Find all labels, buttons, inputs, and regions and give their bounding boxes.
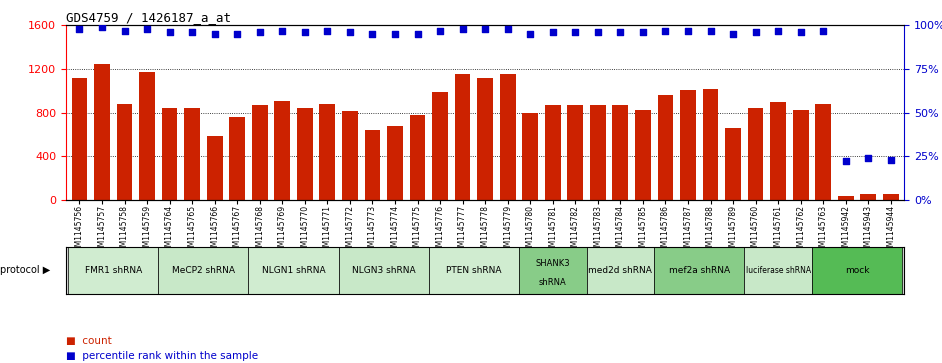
Point xyxy=(838,158,853,164)
Bar xyxy=(72,78,88,200)
Point xyxy=(185,29,200,35)
Bar xyxy=(815,104,831,200)
Text: FMR1 shRNA: FMR1 shRNA xyxy=(85,266,142,275)
Bar xyxy=(519,247,587,294)
Bar xyxy=(252,105,268,200)
Bar xyxy=(725,128,741,200)
Point xyxy=(365,31,380,37)
Point xyxy=(500,26,515,32)
Point xyxy=(139,26,154,32)
Bar xyxy=(748,108,763,200)
Bar xyxy=(837,196,853,200)
Bar xyxy=(703,89,719,200)
Bar xyxy=(297,108,313,200)
Bar xyxy=(544,105,560,200)
Bar xyxy=(500,74,515,200)
Point xyxy=(252,29,268,35)
Point xyxy=(613,29,628,35)
Bar xyxy=(207,136,222,200)
Point xyxy=(635,29,650,35)
Point xyxy=(523,31,538,37)
Bar xyxy=(658,95,674,200)
Bar xyxy=(860,194,876,200)
Bar xyxy=(635,110,651,200)
Bar xyxy=(319,104,335,200)
Text: ■  percentile rank within the sample: ■ percentile rank within the sample xyxy=(66,351,258,361)
Point xyxy=(793,29,808,35)
Bar xyxy=(68,247,158,294)
Bar xyxy=(587,247,654,294)
Bar xyxy=(185,107,200,200)
Bar xyxy=(117,104,133,200)
Text: shRNA: shRNA xyxy=(539,278,567,287)
Text: mef2a shRNA: mef2a shRNA xyxy=(669,266,730,275)
Text: mock: mock xyxy=(845,266,869,275)
Bar xyxy=(94,64,110,200)
Bar xyxy=(522,113,538,200)
Text: PTEN shRNA: PTEN shRNA xyxy=(447,266,501,275)
Bar xyxy=(274,101,290,200)
Point xyxy=(117,28,132,33)
Point xyxy=(545,29,560,35)
Bar xyxy=(387,126,403,200)
Bar xyxy=(229,117,245,200)
Point xyxy=(658,28,673,33)
Point xyxy=(342,29,357,35)
Point xyxy=(725,31,740,37)
Text: med2d shRNA: med2d shRNA xyxy=(589,266,652,275)
Point xyxy=(455,26,470,32)
Point xyxy=(748,29,763,35)
Point xyxy=(207,31,222,37)
Point xyxy=(275,28,290,33)
Point xyxy=(703,28,718,33)
Point xyxy=(591,29,606,35)
Point xyxy=(432,28,447,33)
Text: SHANK3: SHANK3 xyxy=(535,259,570,268)
Bar xyxy=(793,110,808,200)
Text: GDS4759 / 1426187_a_at: GDS4759 / 1426187_a_at xyxy=(66,11,231,24)
Bar xyxy=(162,107,177,200)
Bar xyxy=(139,72,155,200)
Bar xyxy=(432,92,448,200)
Bar xyxy=(455,74,470,200)
Bar xyxy=(680,90,696,200)
Bar xyxy=(654,247,744,294)
Point xyxy=(298,29,313,35)
Point xyxy=(884,157,899,163)
Bar xyxy=(771,102,786,200)
Point xyxy=(410,31,425,37)
Point xyxy=(816,28,831,33)
Bar xyxy=(249,247,338,294)
Point xyxy=(320,28,335,33)
Bar xyxy=(567,105,583,200)
Bar xyxy=(478,78,493,200)
Point xyxy=(387,31,402,37)
Point xyxy=(478,26,493,32)
Point xyxy=(72,26,87,32)
Text: luciferase shRNA: luciferase shRNA xyxy=(745,266,811,275)
Text: MeCP2 shRNA: MeCP2 shRNA xyxy=(172,266,235,275)
Text: protocol ▶: protocol ▶ xyxy=(0,265,50,276)
Point xyxy=(771,28,786,33)
Text: NLGN3 shRNA: NLGN3 shRNA xyxy=(352,266,415,275)
Bar xyxy=(342,111,358,200)
Bar xyxy=(338,247,429,294)
Bar xyxy=(590,105,606,200)
Bar xyxy=(429,247,519,294)
Bar xyxy=(365,130,381,200)
Point xyxy=(162,29,177,35)
Text: ■  count: ■ count xyxy=(66,336,112,346)
Point xyxy=(94,24,109,30)
Point xyxy=(861,155,876,161)
Point xyxy=(230,31,245,37)
Text: NLGN1 shRNA: NLGN1 shRNA xyxy=(262,266,325,275)
Point xyxy=(680,28,695,33)
Bar xyxy=(410,115,426,200)
Bar xyxy=(812,247,902,294)
Point xyxy=(568,29,583,35)
Bar xyxy=(612,105,628,200)
Bar xyxy=(744,247,812,294)
Bar xyxy=(883,194,899,200)
Bar xyxy=(158,247,249,294)
